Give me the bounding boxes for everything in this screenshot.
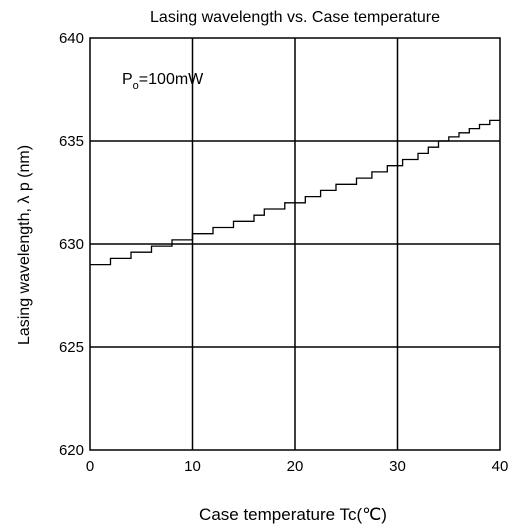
wavelength-step-line: [90, 119, 500, 266]
series-layer: [90, 119, 500, 266]
y-tick-label: 630: [59, 236, 84, 253]
grid-lines: [90, 38, 500, 450]
y-tick-label: 640: [59, 30, 84, 47]
x-tick-label: 0: [86, 458, 94, 475]
x-tick-label: 30: [389, 458, 406, 475]
x-axis-label: Case temperature Tc(℃): [199, 505, 387, 524]
power-annotation: Po=100mW: [122, 71, 204, 92]
chart-title: Lasing wavelength vs. Case temperature: [150, 9, 440, 26]
y-axis-label: Lasing wavelength, λ p (nm): [16, 145, 33, 345]
y-tick-label: 620: [59, 442, 84, 459]
annotation-value: =100mW: [139, 71, 204, 88]
y-tick-label: 625: [59, 339, 84, 356]
x-tick-label: 20: [287, 458, 304, 475]
plot-frame: [89, 37, 501, 451]
annotation-main: P: [122, 71, 133, 88]
tick-labels: 0 10 20 30 40 620 625 630 635 640: [59, 30, 508, 475]
y-tick-label: 635: [59, 133, 84, 150]
x-tick-label: 40: [492, 458, 509, 475]
annotation-subscript: o: [133, 80, 139, 92]
x-tick-label: 10: [184, 458, 201, 475]
